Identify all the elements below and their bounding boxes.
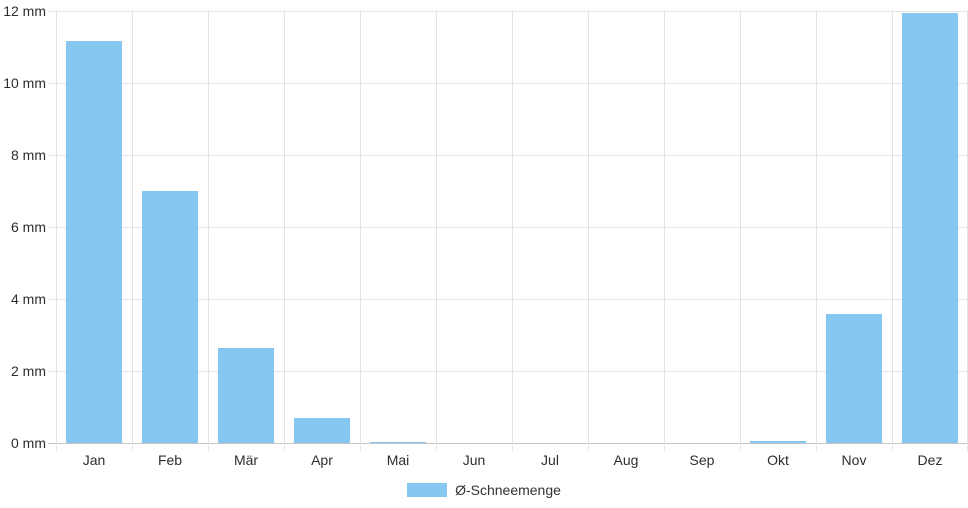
h-gridline-6mm bbox=[48, 227, 968, 228]
h-gridline-10mm bbox=[48, 83, 968, 84]
legend-item-schneemenge[interactable]: Ø-Schneemenge bbox=[407, 481, 561, 499]
h-gridline-0mm bbox=[48, 443, 968, 444]
x-axis-month-label-jan: Jan bbox=[82, 452, 106, 468]
h-gridline-12mm bbox=[48, 11, 968, 12]
h-gridline-4mm bbox=[48, 299, 968, 300]
x-axis-month-label-aug: Aug bbox=[613, 452, 639, 468]
v-gridline-4 bbox=[360, 11, 361, 451]
v-gridline-10 bbox=[816, 11, 817, 451]
v-gridline-11 bbox=[892, 11, 893, 451]
h-gridline-8mm bbox=[48, 155, 968, 156]
y-axis-tick-label-0mm: 0 mm bbox=[11, 435, 46, 451]
v-gridline-6 bbox=[512, 11, 513, 451]
bar-mai[interactable] bbox=[370, 442, 426, 443]
y-axis-tick-label-6mm: 6 mm bbox=[11, 219, 46, 235]
bar-okt[interactable] bbox=[750, 441, 806, 443]
legend-label: Ø-Schneemenge bbox=[455, 482, 561, 498]
x-axis-month-label-apr: Apr bbox=[311, 452, 333, 468]
x-axis-month-label-sep: Sep bbox=[689, 452, 715, 468]
h-gridline-2mm bbox=[48, 371, 968, 372]
v-gridline-5 bbox=[436, 11, 437, 451]
y-axis-tick-label-12mm: 12 mm bbox=[3, 3, 46, 19]
x-axis-month-label-mär: Mär bbox=[233, 452, 259, 468]
legend: Ø-Schneemenge bbox=[0, 481, 968, 499]
x-axis-month-label-nov: Nov bbox=[841, 452, 867, 468]
bar-feb[interactable] bbox=[142, 191, 198, 443]
bar-apr[interactable] bbox=[294, 418, 350, 443]
y-axis-tick-label-8mm: 8 mm bbox=[11, 147, 46, 163]
bar-dez[interactable] bbox=[902, 13, 958, 443]
v-gridline-2 bbox=[208, 11, 209, 451]
v-gridline-0 bbox=[56, 11, 57, 451]
x-axis-month-label-mai: Mai bbox=[386, 452, 410, 468]
v-gridline-9 bbox=[740, 11, 741, 451]
bar-mär[interactable] bbox=[218, 348, 274, 443]
x-axis-month-label-jun: Jun bbox=[462, 452, 486, 468]
v-gridline-8 bbox=[664, 11, 665, 451]
y-axis-tick-label-4mm: 4 mm bbox=[11, 291, 46, 307]
plot-area bbox=[48, 11, 968, 451]
v-gridline-7 bbox=[588, 11, 589, 451]
bar-jan[interactable] bbox=[66, 41, 122, 443]
y-axis-tick-label-10mm: 10 mm bbox=[3, 75, 46, 91]
x-axis-month-label-okt: Okt bbox=[767, 452, 789, 468]
x-axis-month-label-dez: Dez bbox=[917, 452, 943, 468]
legend-swatch bbox=[407, 483, 448, 497]
bar-nov[interactable] bbox=[826, 314, 882, 443]
x-axis-month-label-jul: Jul bbox=[541, 452, 559, 468]
y-axis-tick-label-2mm: 2 mm bbox=[11, 363, 46, 379]
x-axis-month-label-feb: Feb bbox=[157, 452, 183, 468]
v-gridline-1 bbox=[132, 11, 133, 451]
v-gridline-3 bbox=[284, 11, 285, 451]
